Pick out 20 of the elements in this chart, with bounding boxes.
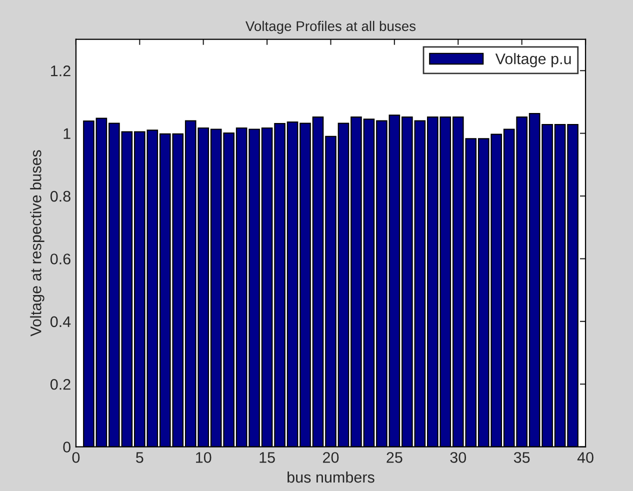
x-tick-label: 0 xyxy=(72,452,80,463)
x-tick-label: 25 xyxy=(386,452,402,463)
x-axis-title: bus numbers xyxy=(288,471,374,483)
y-tick-label: 0.4 xyxy=(50,316,71,328)
x-tick-label: 35 xyxy=(514,452,530,463)
x-tick-label: 30 xyxy=(450,452,466,463)
y-tick-label: 1.2 xyxy=(51,65,70,76)
y-tick-label: 1 xyxy=(64,128,70,139)
y-tick-label: 0.8 xyxy=(50,190,70,202)
legend-label: Voltage p.u xyxy=(495,53,571,68)
x-tick-label: 10 xyxy=(196,452,212,463)
y-tick-label: 0.6 xyxy=(50,254,70,264)
chart-title: Voltage Profiles at all buses xyxy=(245,20,416,34)
y-tick-label: 0.2 xyxy=(50,378,70,390)
x-tick-label: 20 xyxy=(323,452,339,463)
x-tick-label: 15 xyxy=(260,452,275,463)
x-tick-label: 40 xyxy=(577,452,594,463)
y-axis-title: Voltage at respective buses xyxy=(30,150,44,336)
y-tick-label: 0 xyxy=(63,442,70,452)
x-tick-label: 5 xyxy=(136,452,144,463)
